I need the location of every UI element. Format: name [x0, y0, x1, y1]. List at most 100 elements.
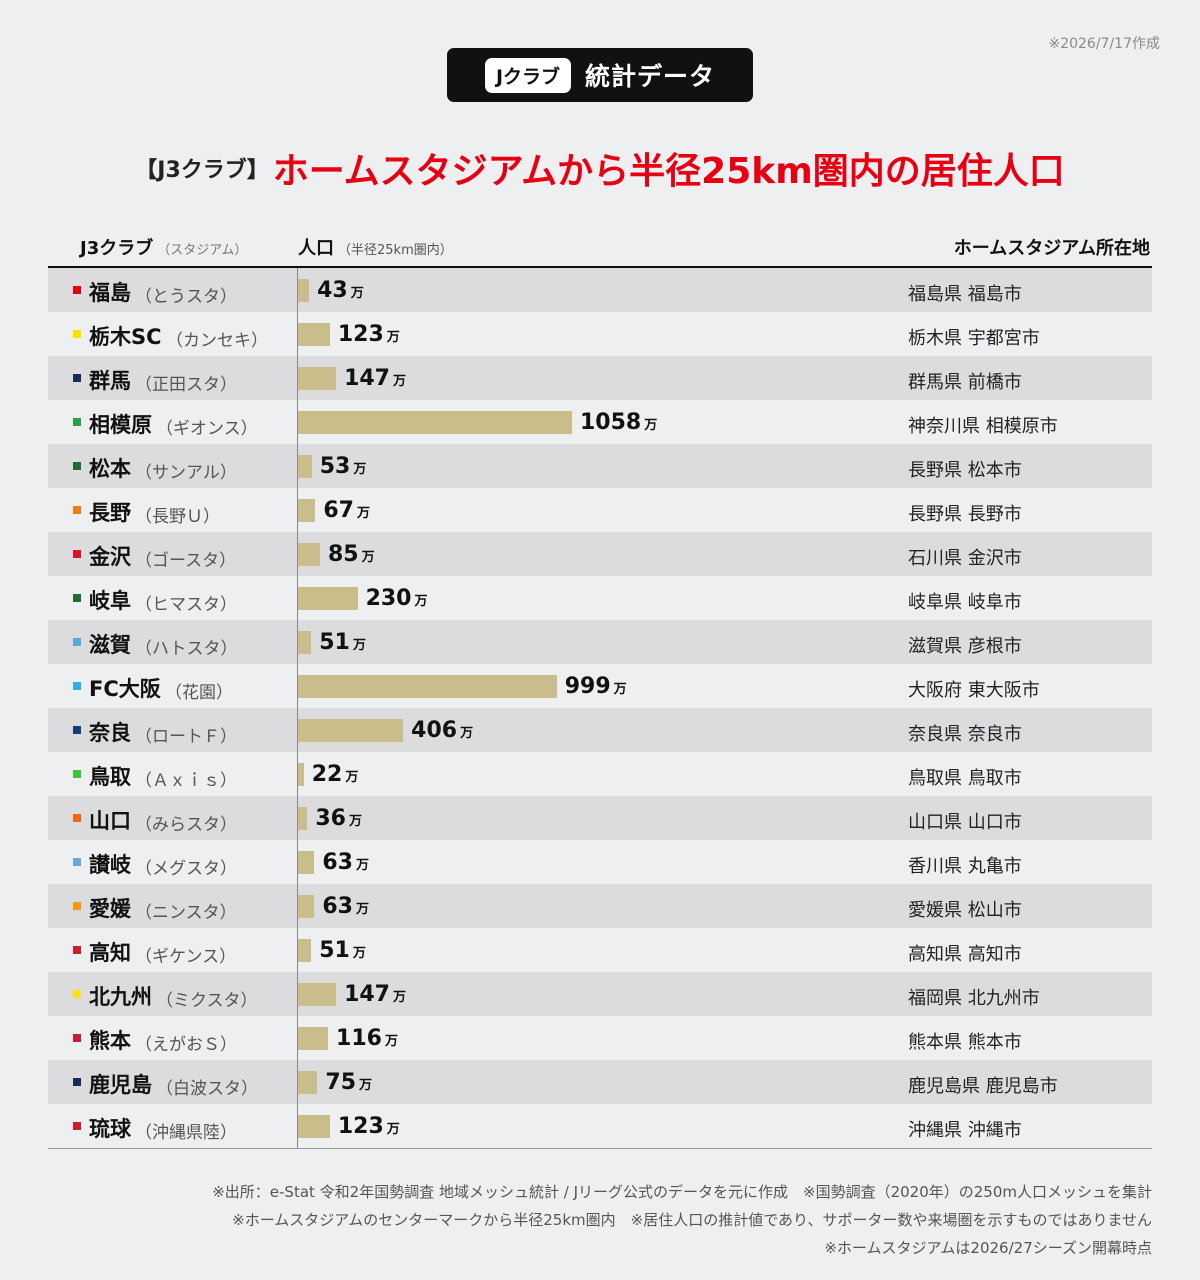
table-row: 北九州 （ミクスタ） 147 万 福岡県 北九州市	[48, 972, 1152, 1016]
stadium-location: 福島県 福島市	[908, 284, 1022, 305]
population-bar	[298, 1115, 330, 1138]
club-name: 琉球	[89, 1117, 131, 1141]
column-header-location: ホームスタジアム所在地	[953, 238, 1150, 259]
population-value: 75	[325, 1070, 357, 1095]
club-color-marker	[73, 1078, 81, 1086]
club-name: 長野	[89, 501, 131, 525]
column-header-club-label: J3クラブ	[80, 238, 154, 259]
population-bar	[298, 367, 337, 390]
population-unit: 万	[355, 858, 369, 873]
stadium-location: 鳥取県 鳥取市	[908, 768, 1022, 789]
population-unit: 万	[348, 814, 362, 829]
population-unit: 万	[355, 902, 369, 917]
population-value: 123	[337, 1114, 384, 1139]
population-value: 85	[328, 542, 359, 567]
population-bar	[298, 323, 330, 346]
club-stadium: （えがおＳ）	[135, 1035, 237, 1055]
population-value-label: 75 万	[325, 1070, 372, 1095]
club-stadium: （みらスタ）	[135, 815, 237, 835]
table-row: 群馬 （正田スタ） 147 万 群馬県 前橋市	[48, 356, 1152, 400]
club-color-marker	[73, 550, 81, 558]
table-row: 讃岐 （メグスタ） 63 万 香川県 丸亀市	[48, 840, 1152, 884]
table-row: 栃木SC （カンセキ） 123 万 栃木県 宇都宮市	[48, 312, 1152, 356]
population-bar	[298, 807, 308, 830]
population-value: 147	[344, 366, 390, 391]
population-unit: 万	[359, 1078, 373, 1093]
population-value-label: 53 万	[320, 454, 367, 479]
club-name: 高知	[89, 941, 131, 965]
stadium-location: 栃木県 宇都宮市	[908, 328, 1040, 349]
population-value: 1058	[580, 410, 642, 435]
club-stadium: （ロートＦ）	[135, 727, 237, 747]
population-value: 63	[322, 850, 353, 875]
population-bar	[298, 543, 320, 566]
club-color-marker	[73, 1034, 81, 1042]
population-value: 36	[315, 806, 346, 831]
population-value: 123	[337, 322, 384, 347]
population-bar	[298, 1071, 318, 1094]
table-row: 相模原 （ギオンス） 1058 万 神奈川県 相模原市	[48, 400, 1152, 444]
club-color-marker	[73, 506, 81, 514]
population-unit: 万	[345, 770, 359, 785]
population-value-label: 999 万	[565, 674, 627, 699]
axis-line	[297, 268, 298, 1148]
population-unit: 万	[414, 594, 428, 609]
club-name: 讃岐	[89, 853, 131, 877]
club-stadium: （花園）	[165, 683, 233, 703]
table-row: 福島 （とうスタ） 43 万 福島県 福島市	[48, 268, 1152, 312]
club-color-marker	[73, 286, 81, 294]
population-unit: 万	[613, 682, 627, 697]
population-value-label: 22 万	[312, 762, 359, 787]
population-unit: 万	[352, 946, 366, 961]
table-row: 鳥取 （Ａｘｉｓ） 22 万 鳥取県 鳥取市	[48, 752, 1152, 796]
population-unit: 万	[393, 990, 407, 1005]
club-name: 鳥取	[89, 765, 131, 789]
stadium-location: 長野県 松本市	[908, 460, 1022, 481]
table-row: 鹿児島 （白波スタ） 75 万 鹿児島県 鹿児島市	[48, 1060, 1152, 1104]
table-row: 山口 （みらスタ） 36 万 山口県 山口市	[48, 796, 1152, 840]
column-header-club-sub: （スタジアム）	[157, 243, 248, 258]
population-value: 116	[336, 1026, 382, 1051]
stadium-location: 山口県 山口市	[908, 812, 1022, 833]
population-unit: 万	[386, 1122, 400, 1137]
club-name: 奈良	[89, 721, 131, 745]
header-rule	[48, 266, 1152, 268]
table-row: 奈良 （ロートＦ） 406 万 奈良県 奈良市	[48, 708, 1152, 752]
stadium-location: 沖縄県 沖縄市	[908, 1120, 1022, 1141]
population-value-label: 85 万	[328, 542, 375, 567]
club-stadium: （正田スタ）	[135, 375, 237, 395]
club-color-marker	[73, 374, 81, 382]
club-color-marker	[73, 726, 81, 734]
club-name: 金沢	[89, 545, 131, 569]
stadium-location: 奈良県 奈良市	[908, 724, 1022, 745]
population-bar	[298, 1027, 329, 1050]
club-color-marker	[73, 682, 81, 690]
club-color-marker	[73, 902, 81, 910]
population-unit: 万	[361, 550, 375, 565]
stadium-location: 高知県 高知市	[908, 944, 1022, 965]
population-bar	[298, 719, 404, 742]
club-name: 鹿児島	[89, 1073, 152, 1097]
club-name: 北九州	[89, 985, 152, 1009]
footnote-line: ※ホームスタジアムのセンターマークから半径25km圏内 ※居住人口の推計値であり…	[232, 1211, 1152, 1229]
population-value: 230	[365, 586, 412, 611]
population-value-label: 63 万	[322, 894, 369, 919]
club-name: 栃木SC	[89, 325, 162, 349]
stadium-location: 鹿児島県 鹿児島市	[908, 1076, 1058, 1097]
population-value-label: 67 万	[323, 498, 370, 523]
population-unit: 万	[356, 506, 370, 521]
table-row: 琉球 （沖縄県陸） 123 万 沖縄県 沖縄市	[48, 1104, 1152, 1148]
population-unit: 万	[386, 330, 400, 345]
club-name: FC大阪	[89, 677, 161, 701]
club-stadium: （Ａｘｉｓ）	[135, 771, 237, 791]
table-row: 熊本 （えがおＳ） 116 万 熊本県 熊本市	[48, 1016, 1152, 1060]
column-header-population-sub: （半径25km圏内）	[338, 243, 453, 258]
club-stadium: （ニンスタ）	[135, 903, 237, 923]
table-row: 松本 （サンアル） 53 万 長野県 松本市	[48, 444, 1152, 488]
club-stadium: （ハトスタ）	[135, 639, 238, 659]
population-value: 63	[322, 894, 353, 919]
stadium-location: 熊本県 熊本市	[908, 1032, 1022, 1053]
club-color-marker	[73, 330, 81, 338]
club-color-marker	[73, 770, 81, 778]
population-value-label: 406 万	[411, 718, 473, 743]
